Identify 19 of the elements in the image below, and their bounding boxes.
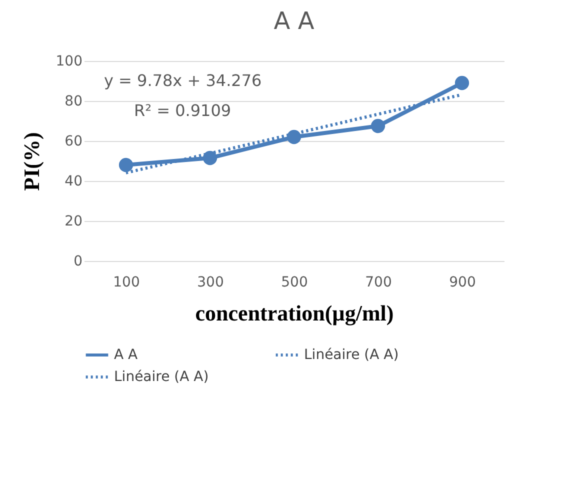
x-tick-label: 500 [281, 274, 308, 290]
x-tick-label: 100 [113, 274, 140, 290]
y-tick-label: 100 [56, 54, 82, 70]
x-tick-label: 900 [449, 274, 476, 290]
legend-label: Linéaire (A A) [304, 347, 399, 363]
y-tick-label: 80 [64, 94, 82, 110]
x-axis-title: concentration(µg/ml) [195, 300, 394, 326]
chart-title: A A [274, 7, 315, 35]
x-tick-label: 300 [197, 274, 224, 290]
legend-label: Linéaire (A A) [114, 369, 209, 385]
y-tick-label: 40 [64, 174, 82, 190]
y-tick-label: 0 [74, 254, 82, 270]
y-axis-title: PI(%) [18, 132, 44, 191]
legend-label: A A [114, 347, 138, 363]
y-tick-label: 20 [64, 214, 82, 230]
annotation: R² = 0.9109 [134, 101, 232, 120]
annotation: y = 9.78x + 34.276 [104, 71, 262, 90]
y-tick-label: 60 [64, 134, 82, 150]
x-tick-label: 700 [365, 274, 392, 290]
